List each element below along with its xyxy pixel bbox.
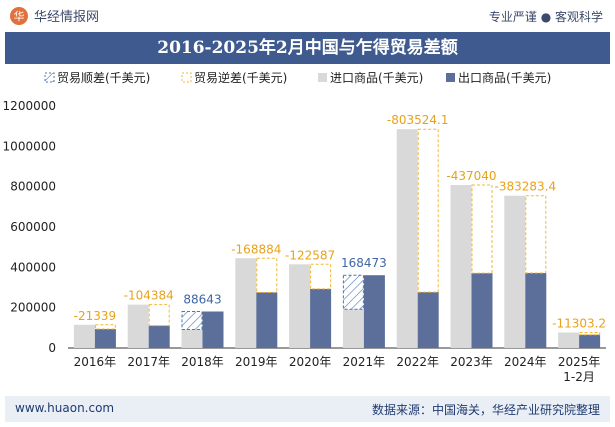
export-bar bbox=[310, 288, 332, 348]
legend-label-surplus: 贸易顺差(千美元) bbox=[57, 71, 150, 85]
data-source: 数据来源：中国海关，华经产业研究院整理 bbox=[371, 403, 600, 417]
x-tick-label: 2020年 bbox=[289, 355, 332, 369]
export-bar bbox=[202, 311, 224, 348]
y-tick-label: 1200000 bbox=[3, 99, 56, 113]
export-bar bbox=[94, 329, 116, 348]
deficit-bar bbox=[310, 263, 332, 290]
website-link[interactable]: www.huaon.com bbox=[15, 401, 115, 415]
import-bar bbox=[289, 264, 311, 348]
x-tick-label: 2023年 bbox=[450, 355, 493, 369]
title-bar: 2016-2025年2月中国与乍得贸易差额 bbox=[5, 32, 610, 64]
import-bar bbox=[450, 185, 472, 348]
deficit-data-label: -803524.1 bbox=[387, 113, 449, 127]
x-tick-label: 2018年 bbox=[181, 355, 224, 369]
y-tick-label: 400000 bbox=[10, 260, 56, 274]
deficit-data-label: -11303.2 bbox=[552, 316, 606, 330]
x-tick-label: 2022年 bbox=[396, 355, 439, 369]
brand[interactable]: 华 华经情报网 bbox=[10, 6, 99, 25]
export-bar bbox=[363, 275, 385, 348]
footer: www.huaon.com 数据来源：中国海关，华经产业研究院整理 bbox=[5, 396, 610, 422]
deficit-data-label: -21339 bbox=[74, 309, 117, 323]
import-bar bbox=[504, 195, 526, 348]
y-tick-label: 800000 bbox=[10, 180, 56, 194]
legend-label-import: 进口商品(千美元) bbox=[330, 70, 423, 85]
deficit-data-label: -104384 bbox=[124, 289, 174, 303]
top-bar: 华 华经情报网 专业严谨 ● 客观科学 bbox=[0, 0, 615, 30]
surplus-data-label: 88643 bbox=[183, 292, 221, 306]
export-bar bbox=[256, 292, 278, 348]
chart-title: 2016-2025年2月中国与乍得贸易差额 bbox=[157, 38, 458, 58]
huajing-logo-icon: 华 bbox=[10, 6, 28, 25]
export-bar bbox=[525, 272, 547, 348]
import-bar bbox=[127, 304, 149, 348]
export-bar bbox=[471, 273, 493, 348]
tagline: 专业严谨 ● 客观科学 bbox=[488, 10, 603, 24]
deficit-bar bbox=[256, 257, 278, 293]
deficit-data-label: -383283.4 bbox=[495, 180, 557, 194]
import-bar bbox=[73, 324, 95, 348]
y-tick-label: 1000000 bbox=[3, 139, 56, 153]
y-tick-label: 600000 bbox=[10, 220, 56, 234]
deficit-bar bbox=[579, 331, 601, 336]
x-tick-label: 2017年 bbox=[127, 355, 170, 369]
x-tick-label: 2024年 bbox=[504, 355, 547, 369]
import-bar bbox=[181, 329, 203, 348]
deficit-bar bbox=[94, 324, 116, 330]
surplus-bar bbox=[342, 274, 364, 310]
surplus-bar bbox=[181, 310, 203, 330]
import-bar bbox=[235, 258, 257, 348]
deficit-data-label: -122587 bbox=[285, 248, 335, 262]
surplus-data-label: 168473 bbox=[341, 256, 387, 270]
legend-swatch-import bbox=[318, 73, 327, 82]
x-tick-label: 2019年 bbox=[235, 355, 278, 369]
import-bar bbox=[396, 129, 418, 348]
legend-label-deficit: 贸易逆差(千美元) bbox=[194, 70, 287, 85]
x-tick-label: 1-2月 bbox=[563, 370, 595, 384]
x-tick-label: 2025年 bbox=[558, 355, 601, 369]
legend-swatch-surplus bbox=[44, 72, 55, 83]
legend-label-export: 出口商品(千美元) bbox=[458, 70, 551, 85]
x-tick-label: 2021年 bbox=[343, 355, 386, 369]
import-bar bbox=[558, 332, 580, 348]
deficit-data-label: -168884 bbox=[231, 242, 281, 256]
y-tick-label: 0 bbox=[48, 341, 56, 355]
brand-name: 华经情报网 bbox=[34, 10, 100, 25]
deficit-bar bbox=[148, 304, 170, 327]
y-tick-label: 200000 bbox=[10, 301, 56, 315]
x-tick-label: 2016年 bbox=[74, 355, 117, 369]
export-bar bbox=[579, 334, 601, 348]
export-bar bbox=[148, 325, 170, 348]
deficit-bar bbox=[471, 184, 493, 274]
deficit-bar bbox=[525, 195, 547, 274]
export-bar bbox=[417, 292, 439, 348]
deficit-data-label: -437040 bbox=[446, 169, 496, 183]
deficit-bar bbox=[417, 128, 439, 293]
legend-swatch-deficit bbox=[181, 72, 192, 83]
trade-balance-chart: 贸易顺差(千美元) 贸易逆差(千美元) 进口商品(千美元) 出口商品(千美元) 0 200… bbox=[3, 70, 607, 384]
import-bar bbox=[342, 309, 364, 348]
legend-swatch-export bbox=[446, 73, 455, 82]
